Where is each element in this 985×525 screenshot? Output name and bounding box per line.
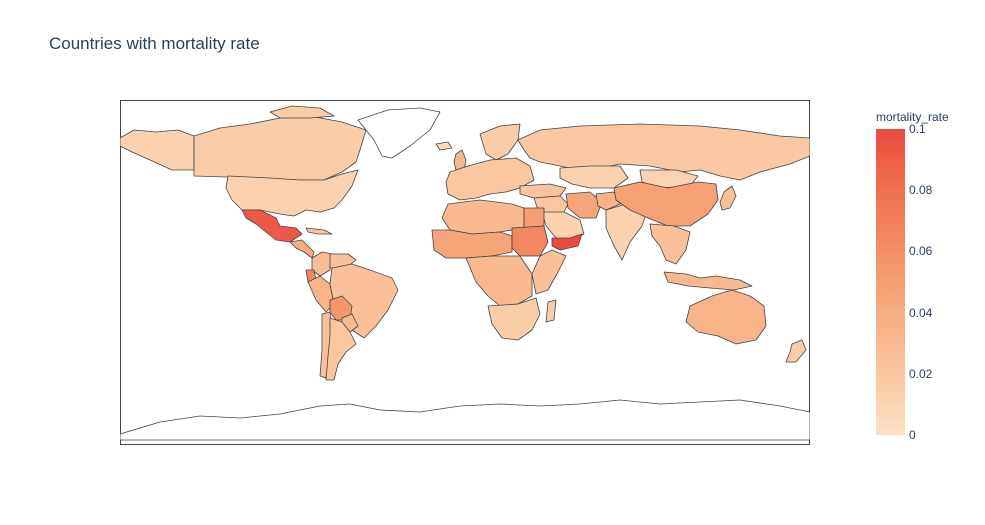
region-central-america[interactable] — [289, 239, 315, 259]
region-argentina[interactable] — [325, 317, 357, 381]
colorbar-tick-label: 0.06 — [909, 244, 933, 259]
region-new-zealand[interactable] — [785, 339, 807, 363]
region-iceland[interactable] — [435, 141, 453, 151]
colorbar-tick-label: 0.1 — [909, 122, 926, 136]
region-iran[interactable] — [565, 191, 603, 219]
colorbar — [876, 129, 905, 435]
region-sahel[interactable] — [431, 229, 513, 259]
region-southeast-asia[interactable] — [649, 223, 691, 265]
region-egypt[interactable] — [523, 207, 545, 229]
region-yemen[interactable] — [551, 233, 583, 251]
region-southern-africa[interactable] — [487, 297, 541, 341]
chart-title: Countries with mortality rate — [49, 34, 260, 53]
region-central-africa[interactable] — [465, 255, 533, 307]
region-scandinavia[interactable] — [479, 123, 521, 161]
region-europe[interactable] — [445, 157, 535, 201]
colorbar-tick-label: 0 — [909, 428, 916, 442]
region-cuba[interactable] — [305, 227, 333, 235]
region-australia[interactable] — [685, 289, 767, 345]
region-madagascar[interactable] — [545, 299, 557, 323]
region-china[interactable] — [613, 181, 719, 227]
region-united-states[interactable] — [225, 169, 359, 217]
colorbar-tick-label: 0.04 — [909, 305, 933, 320]
choropleth-map[interactable] — [120, 100, 810, 445]
region-afghanistan[interactable] — [595, 191, 621, 211]
region-japan[interactable] — [719, 185, 737, 211]
region-greenland[interactable] — [357, 107, 441, 159]
colorbar-title: mortality_rate — [876, 110, 949, 124]
region-indonesia[interactable] — [663, 271, 753, 291]
colorbar-tick-label: 0.08 — [909, 183, 933, 198]
region-canada-arctic[interactable] — [269, 105, 335, 119]
region-antarctica[interactable] — [120, 399, 810, 441]
region-east-africa[interactable] — [531, 249, 567, 295]
region-mexico[interactable] — [241, 209, 303, 243]
colorbar-tick-label: 0.02 — [909, 366, 933, 381]
region-sudan[interactable] — [511, 225, 549, 257]
